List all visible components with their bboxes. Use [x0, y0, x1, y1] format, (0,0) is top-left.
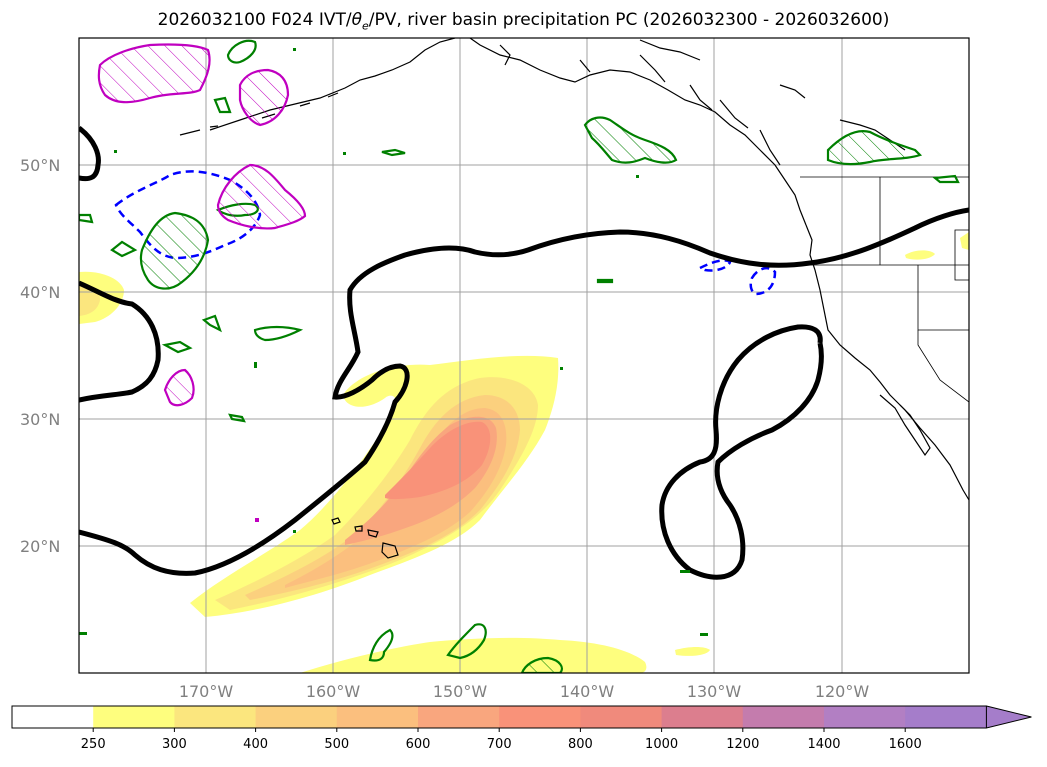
ivt-700 [385, 421, 491, 500]
magenta-contours [97, 43, 307, 407]
coast-alaska-inlets [499, 44, 781, 166]
colorbar-segment [93, 706, 175, 728]
colorbar-segment [12, 706, 94, 728]
colorbar-label-250: 250 [81, 737, 106, 752]
green-dot-6 [79, 632, 87, 635]
ivt-shading [79, 232, 969, 673]
green-dot-8 [680, 570, 690, 573]
colorbar: 250 300 400 500 600 700 800 1000 1200 1400 1600 [11, 705, 1032, 752]
map-panel [79, 38, 969, 673]
green-dot-7 [700, 633, 708, 636]
magenta-contour-4 [163, 368, 195, 407]
green-contour-13 [520, 656, 564, 673]
lat-label-40: 40°N [20, 283, 60, 302]
green-contour-3 [139, 211, 210, 290]
map-content [79, 38, 969, 673]
colorbar-label-1000: 1000 [645, 737, 678, 752]
green-dot-9 [293, 530, 296, 533]
green-dot-5 [254, 362, 257, 368]
lon-label-130w: 130°W [687, 682, 742, 701]
green-dot-3 [343, 152, 346, 155]
coast-hawaii [331, 517, 399, 559]
blue-contour-east2 [749, 266, 777, 296]
coast-bc [805, 224, 969, 501]
title-theta: θ [351, 10, 362, 30]
ivt-250-east2 [960, 232, 969, 250]
colorbar-segment [661, 706, 744, 728]
colorbar-segment [742, 706, 825, 728]
green-contour-12 [446, 623, 487, 660]
green-contours [79, 39, 960, 673]
lon-label-140w: 140°W [560, 682, 615, 701]
lon-label-160w: 160°W [306, 682, 361, 701]
magenta-contour-1 [97, 43, 211, 104]
black-contour-loop [659, 324, 824, 580]
green-contour-14 [213, 96, 232, 114]
green-contour-9 [110, 240, 138, 258]
lon-label-120w: 120°W [815, 682, 870, 701]
green-contour-16 [79, 213, 94, 224]
green-contour-6 [253, 325, 304, 342]
colorbar-segment [336, 706, 419, 728]
magenta-contour-3 [216, 163, 307, 230]
green-contour-11 [368, 628, 394, 662]
colorbar-segment [905, 706, 987, 728]
colorbar-label-300: 300 [162, 737, 187, 752]
lon-label-150w: 150°W [433, 682, 488, 701]
green-contour-17 [228, 413, 246, 423]
green-contour-2 [826, 130, 923, 166]
green-contour-4 [226, 39, 257, 64]
magenta-dot [255, 518, 259, 522]
black-contour-west2 [79, 280, 161, 403]
blue-dashed-contours [114, 170, 777, 296]
ivt-250-east [905, 250, 935, 260]
green-contour-1 [583, 116, 678, 164]
colorbar-label-1600: 1600 [889, 737, 922, 752]
lat-label-30: 30°N [20, 410, 60, 429]
green-dot-4 [636, 175, 639, 178]
map-frame [78, 37, 970, 674]
colorbar-label-700: 700 [487, 737, 512, 752]
chart-title: 2026032100 F024 IVT/θe/PV, river basin p… [0, 10, 1047, 32]
colorbar-label-600: 600 [406, 737, 431, 752]
green-contour-15 [932, 174, 960, 184]
colorbar-segment [580, 706, 663, 728]
colorbar-segment [255, 706, 338, 728]
colorbar-label-800: 800 [568, 737, 593, 752]
colorbar-label-500: 500 [324, 737, 349, 752]
black-contour-main [79, 207, 969, 576]
colorbar-segment [499, 706, 581, 728]
border-mexico [917, 330, 969, 403]
title-suffix: /PV, river basin precipitation PC (20260… [368, 10, 890, 30]
blue-contour-west [114, 170, 262, 260]
colorbar-segment [174, 706, 257, 728]
black-contour-west [79, 126, 101, 182]
green-dot-2 [293, 48, 296, 51]
ivt-250-south2 [675, 647, 710, 656]
green-dot-10 [560, 367, 563, 370]
colorbar-segment [824, 706, 906, 728]
lat-label-20: 20°N [20, 537, 60, 556]
small-marks [79, 48, 708, 636]
colorbar-segment [418, 706, 500, 728]
colorbar-label-1400: 1400 [807, 737, 840, 752]
green-dot-1 [114, 150, 117, 153]
title-theta-sub: e [362, 19, 369, 33]
lon-label-170w: 170°W [179, 682, 234, 701]
green-contour-10 [381, 148, 406, 157]
green-contour-7 [201, 314, 222, 333]
colorbar-label-400: 400 [243, 737, 268, 752]
coast-baja [879, 394, 931, 457]
colorbar-extend-arrow [985, 705, 1032, 729]
blue-contour-east1 [696, 259, 732, 272]
colorbar-label-1200: 1200 [726, 737, 759, 752]
black-thick-contours [79, 126, 969, 580]
green-contour-8 [161, 340, 193, 354]
lat-label-50: 50°N [20, 156, 60, 175]
title-prefix: 2026032100 F024 IVT/ [157, 10, 352, 30]
green-contour-18 [596, 278, 614, 284]
magenta-contour-2 [238, 68, 290, 127]
border-states-4 [954, 229, 969, 281]
